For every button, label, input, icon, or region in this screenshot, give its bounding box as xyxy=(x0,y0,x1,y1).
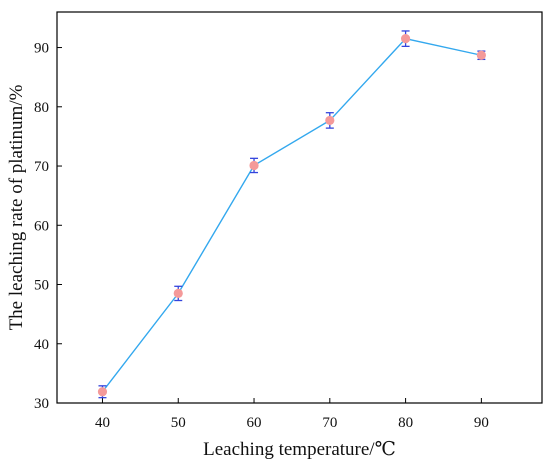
series-line xyxy=(101,37,482,393)
x-tick-label: 40 xyxy=(95,415,110,431)
y-tick-label: 90 xyxy=(34,41,49,57)
y-tick-label: 40 xyxy=(34,337,49,353)
x-tick-label: 50 xyxy=(171,415,186,431)
data-point xyxy=(173,288,183,299)
y-tick-label: 70 xyxy=(34,159,49,175)
data-point xyxy=(400,34,411,44)
y-tick-label: 30 xyxy=(34,396,49,412)
data-point xyxy=(249,160,259,171)
x-axis-label: Leaching temperature/℃ xyxy=(203,439,396,460)
y-tick-label: 50 xyxy=(34,278,49,294)
data-point xyxy=(325,115,335,126)
y-axis-label: The leaching rate of platinum/% xyxy=(6,84,27,330)
data-point xyxy=(476,50,486,60)
x-tick-label: 70 xyxy=(322,415,337,431)
x-tick-label: 80 xyxy=(398,415,413,431)
data-point xyxy=(97,387,108,397)
x-tick-label: 60 xyxy=(247,415,262,431)
y-tick-label: 60 xyxy=(34,218,49,234)
x-tick-label: 90 xyxy=(474,415,489,431)
y-tick-label: 80 xyxy=(34,100,49,116)
plot-frame xyxy=(56,11,543,404)
